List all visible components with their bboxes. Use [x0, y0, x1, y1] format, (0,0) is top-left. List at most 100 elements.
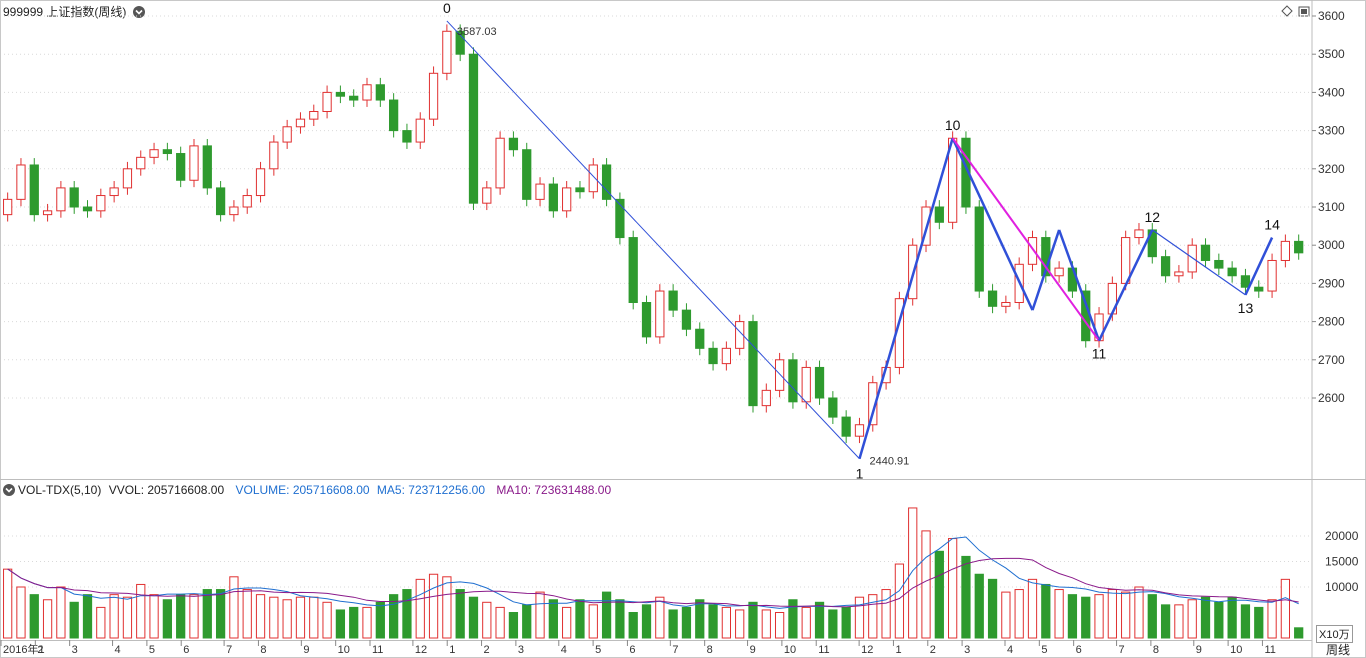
- time-tick-label: 5: [149, 644, 155, 656]
- time-tick-label: 3: [518, 644, 524, 656]
- candlestick: [56, 181, 66, 218]
- candlestick: [987, 284, 998, 314]
- time-tick-label: 11: [1264, 644, 1275, 656]
- volume-bar: [282, 599, 292, 639]
- volume-bar: [1094, 594, 1104, 639]
- volume-bar: [641, 604, 652, 639]
- candle-body-down: [987, 290, 998, 307]
- chevron-down-icon[interactable]: [3, 484, 15, 496]
- candle-body-down: [548, 183, 558, 212]
- candlestick: [974, 200, 984, 298]
- candlestick: [349, 89, 359, 107]
- volume-bar: [1227, 596, 1237, 639]
- candlestick: [229, 200, 239, 222]
- volume-bar: [122, 596, 133, 639]
- volume-bar: [428, 573, 439, 639]
- volume-bar: [96, 606, 106, 639]
- volume-tick-label: 20000: [1325, 529, 1359, 543]
- candle-body-up: [255, 168, 266, 197]
- time-tick-label: 9: [303, 644, 309, 656]
- volume-bar: [868, 594, 878, 639]
- volume-bar: [721, 606, 732, 639]
- volume-bar: [601, 591, 612, 639]
- volume-bar: [82, 594, 93, 639]
- price-tick-label: 3500: [1318, 47, 1345, 61]
- candlestick: [1200, 238, 1211, 268]
- price-tick-label: 3300: [1318, 124, 1345, 138]
- candlestick: [42, 203, 53, 222]
- volume-bar: [961, 555, 971, 639]
- candle-body-down: [389, 99, 399, 132]
- volume-bar: [29, 594, 39, 639]
- diamond-icon[interactable]: [1281, 4, 1293, 17]
- candlestick: [202, 139, 212, 195]
- time-tick-label: 4: [561, 644, 567, 656]
- volume-bar: [1081, 596, 1091, 639]
- volume-bar: [1267, 599, 1277, 639]
- volume-unit-label: X10万: [1316, 625, 1353, 643]
- time-tick-label: 3: [72, 644, 78, 656]
- candle-body-up: [655, 290, 665, 338]
- volume-bar: [69, 601, 79, 639]
- candle-body-down: [1200, 244, 1211, 261]
- price-tick-label: 3100: [1318, 200, 1345, 214]
- candlestick: [468, 47, 479, 211]
- candle-body-down: [402, 130, 412, 143]
- candle-body-down: [522, 149, 532, 200]
- candlestick: [1280, 234, 1291, 268]
- chevron-down-icon[interactable]: [132, 6, 145, 18]
- candlestick: [735, 314, 745, 356]
- candlestick: [362, 77, 372, 107]
- candlestick: [668, 284, 678, 318]
- candle-body-up: [535, 183, 545, 200]
- volume-bar: [535, 591, 545, 639]
- ma5-value: MA5: 723712256.00: [376, 483, 486, 497]
- candle-body-down: [29, 164, 39, 216]
- candle-body-up: [16, 164, 26, 200]
- candlestick: [309, 104, 319, 127]
- candlestick: [562, 181, 572, 218]
- candle-body-down: [215, 187, 226, 216]
- volume-bar: [389, 594, 399, 639]
- candle-body-down: [1254, 286, 1264, 292]
- time-tick-label: 6: [183, 644, 189, 656]
- volume-bar: [1214, 601, 1224, 639]
- volume-bar: [828, 609, 838, 639]
- time-tick-label: 5: [1041, 644, 1047, 656]
- candle-body-down: [828, 397, 838, 418]
- candle-body-down: [748, 321, 758, 407]
- time-tick-label: 7: [672, 644, 678, 656]
- volume-bar: [215, 589, 226, 639]
- volume-bar: [774, 612, 785, 639]
- time-tick-label: 10: [784, 644, 796, 656]
- extreme-value-label: 2440.91: [869, 456, 909, 468]
- candlestick: [522, 142, 532, 207]
- time-tick-label: 8: [1153, 644, 1159, 656]
- candle-body-up: [721, 347, 732, 365]
- candlestick: [109, 181, 119, 203]
- time-tick-label: 11: [818, 644, 829, 656]
- candle-body-up: [122, 168, 133, 189]
- indicator-name: VOL-TDX(5,10): [18, 483, 102, 497]
- volume-bar: [322, 601, 332, 639]
- volume-bar: [1041, 583, 1051, 639]
- candle-body-up: [295, 118, 306, 128]
- candlestick: [269, 135, 279, 176]
- candle-body-down: [1240, 275, 1251, 288]
- price-tick-label: 2700: [1318, 353, 1345, 367]
- volume-bar: [615, 599, 625, 639]
- volume-bar: [881, 589, 891, 639]
- wave-label: 10: [945, 117, 961, 133]
- candle-body-down: [788, 359, 798, 403]
- wave-line: [1031, 229, 1061, 311]
- candlestick: [1027, 230, 1038, 272]
- candle-body-down: [69, 187, 79, 208]
- volume-bar: [202, 589, 212, 639]
- time-tick-label: 11: [372, 644, 383, 656]
- candle-body-down: [615, 198, 625, 239]
- time-tick-label: 10: [1230, 644, 1242, 656]
- period-selector[interactable]: 周线: [1326, 643, 1351, 657]
- candle-body-down: [641, 302, 652, 338]
- candlestick: [841, 410, 851, 444]
